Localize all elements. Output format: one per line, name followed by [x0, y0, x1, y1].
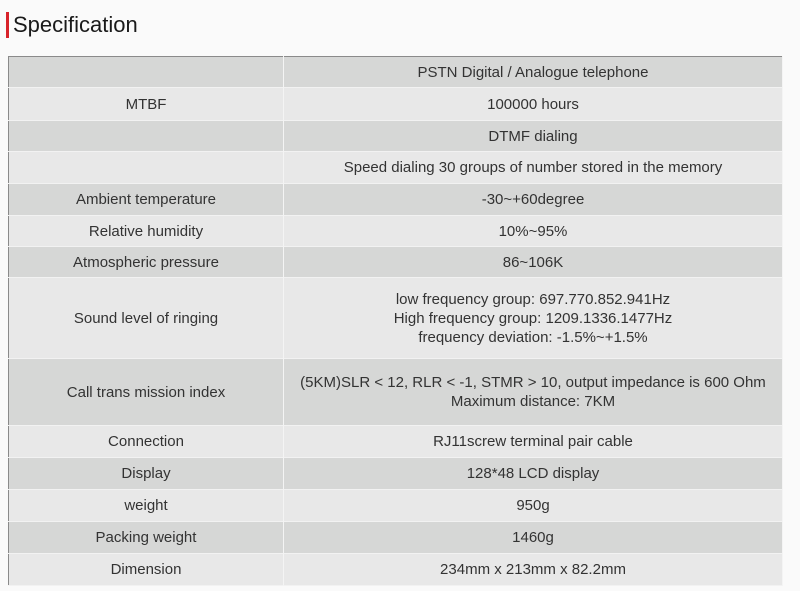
spec-value-line: 950g [516, 497, 550, 514]
spec-value: 10%~95% [283, 215, 783, 247]
spec-value-line: 10%~95% [498, 222, 568, 240]
table-row: Atmospheric pressure 86~106K [8, 246, 783, 278]
spec-value: low frequency group: 697.770.852.941Hz Hi… [283, 277, 783, 359]
spec-label: Sound level of ringing [8, 277, 284, 359]
spec-value-line: 234mm x 213mm x 82.2mm [440, 561, 626, 578]
spec-label: Packing weight [8, 521, 284, 554]
table-row: Connection RJ11screw terminal pair cable [8, 425, 783, 458]
spec-label: Atmospheric pressure [8, 246, 284, 278]
spec-value-line: 128*48 LCD display [466, 465, 600, 482]
spec-value-line: PSTN Digital / Analogue telephone [417, 63, 649, 81]
spec-value-line: 1460g [512, 529, 554, 546]
table-row: Packing weight 1460g [8, 521, 783, 554]
spec-value-line: RJ11screw terminal pair cable [433, 433, 633, 450]
spec-label [8, 151, 284, 184]
spec-value-line: Maximum distance: 7KM [450, 393, 616, 410]
section-title: Specification [6, 10, 138, 40]
spec-label [8, 120, 284, 152]
spec-value: 100000 hours [283, 87, 783, 121]
spec-label: Dimension [8, 553, 284, 586]
spec-label: Relative humidity [8, 215, 284, 247]
table-row: MTBF 100000 hours [8, 87, 783, 121]
table-row: Sound level of ringing low frequency grou… [8, 277, 783, 359]
spec-value: 86~106K [283, 246, 783, 278]
spec-table: PSTN Digital / Analogue telephone MTBF 100… [8, 56, 783, 586]
spec-value: 234mm x 213mm x 82.2mm [283, 553, 783, 586]
spec-value: PSTN Digital / Analogue telephone [283, 56, 783, 88]
spec-value-line: High frequency group: 1209.1336.1477Hz [393, 309, 673, 327]
spec-value: -30~+60degree [283, 183, 783, 216]
table-row: Dimension 234mm x 213mm x 82.2mm [8, 553, 783, 586]
spec-label: MTBF [8, 87, 284, 121]
spec-value-line: frequency deviation: -1.5%~+1.5% [418, 328, 648, 346]
spec-value-line: 86~106K [502, 253, 564, 271]
spec-value-line: DTMF dialing [488, 127, 578, 145]
table-row: weight 950g [8, 489, 783, 522]
spec-value-line: 100000 hours [487, 95, 579, 113]
spec-value-line: -30~+60degree [481, 191, 585, 208]
table-row: Display 128*48 LCD display [8, 457, 783, 490]
spec-label [8, 56, 284, 88]
spec-value: 1460g [283, 521, 783, 554]
table-row: Call trans mission index (5KM)SLR < 12, R… [8, 358, 783, 426]
spec-label: Call trans mission index [8, 358, 284, 426]
spec-label: Ambient temperature [8, 183, 284, 216]
spec-value-line: Speed dialing 30 groups of number stored… [343, 159, 723, 176]
spec-value: 128*48 LCD display [283, 457, 783, 490]
spec-value: DTMF dialing [283, 120, 783, 152]
spec-label: Connection [8, 425, 284, 458]
spec-value: (5KM)SLR < 12, RLR < -1, STMR > 10, outp… [283, 358, 783, 426]
page-title: Specification [13, 12, 138, 37]
spec-value: RJ11screw terminal pair cable [283, 425, 783, 458]
spec-label: weight [8, 489, 284, 522]
spec-value: 950g [283, 489, 783, 522]
table-row: PSTN Digital / Analogue telephone [8, 56, 783, 88]
spec-value-line: low frequency group: 697.770.852.941Hz [395, 290, 671, 308]
spec-label: Display [8, 457, 284, 490]
table-row: Relative humidity 10%~95% [8, 215, 783, 247]
table-row: DTMF dialing [8, 120, 783, 152]
spec-value: Speed dialing 30 groups of number stored… [283, 151, 783, 184]
spec-value-line: (5KM)SLR < 12, RLR < -1, STMR > 10, outp… [300, 374, 766, 391]
accent-bar [6, 12, 9, 38]
table-row: Ambient temperature -30~+60degree [8, 183, 783, 216]
table-row: Speed dialing 30 groups of number stored… [8, 151, 783, 184]
